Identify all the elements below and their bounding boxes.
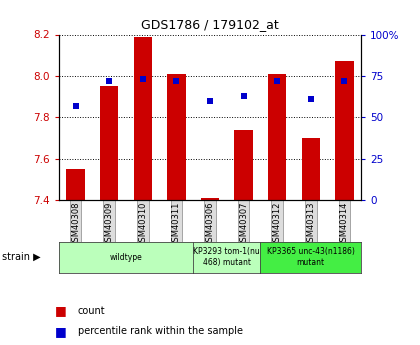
Bar	[201, 198, 219, 200]
Text: strain ▶: strain ▶	[2, 252, 41, 262]
Bar	[268, 74, 286, 200]
Text: KP3365 unc-43(n1186)
mutant: KP3365 unc-43(n1186) mutant	[267, 247, 355, 267]
Point	[274, 78, 281, 83]
Point	[139, 77, 146, 82]
Text: wildtype: wildtype	[110, 253, 142, 262]
Text: percentile rank within the sample: percentile rank within the sample	[78, 326, 243, 336]
Bar	[302, 138, 320, 200]
Text: ■: ■	[55, 304, 66, 317]
Point	[106, 78, 113, 83]
Bar	[335, 61, 354, 200]
Text: ■: ■	[55, 325, 66, 338]
Title: GDS1786 / 179102_at: GDS1786 / 179102_at	[141, 18, 279, 31]
Point	[207, 98, 213, 104]
Bar	[66, 169, 85, 200]
Text: KP3293 tom-1(nu
468) mutant: KP3293 tom-1(nu 468) mutant	[194, 247, 260, 267]
Bar	[234, 130, 253, 200]
Point	[307, 96, 314, 102]
Bar	[167, 74, 186, 200]
Point	[72, 103, 79, 108]
Point	[240, 93, 247, 99]
Point	[341, 78, 348, 83]
Point	[173, 78, 180, 83]
Text: count: count	[78, 306, 105, 315]
Bar	[134, 37, 152, 200]
Bar	[100, 86, 118, 200]
